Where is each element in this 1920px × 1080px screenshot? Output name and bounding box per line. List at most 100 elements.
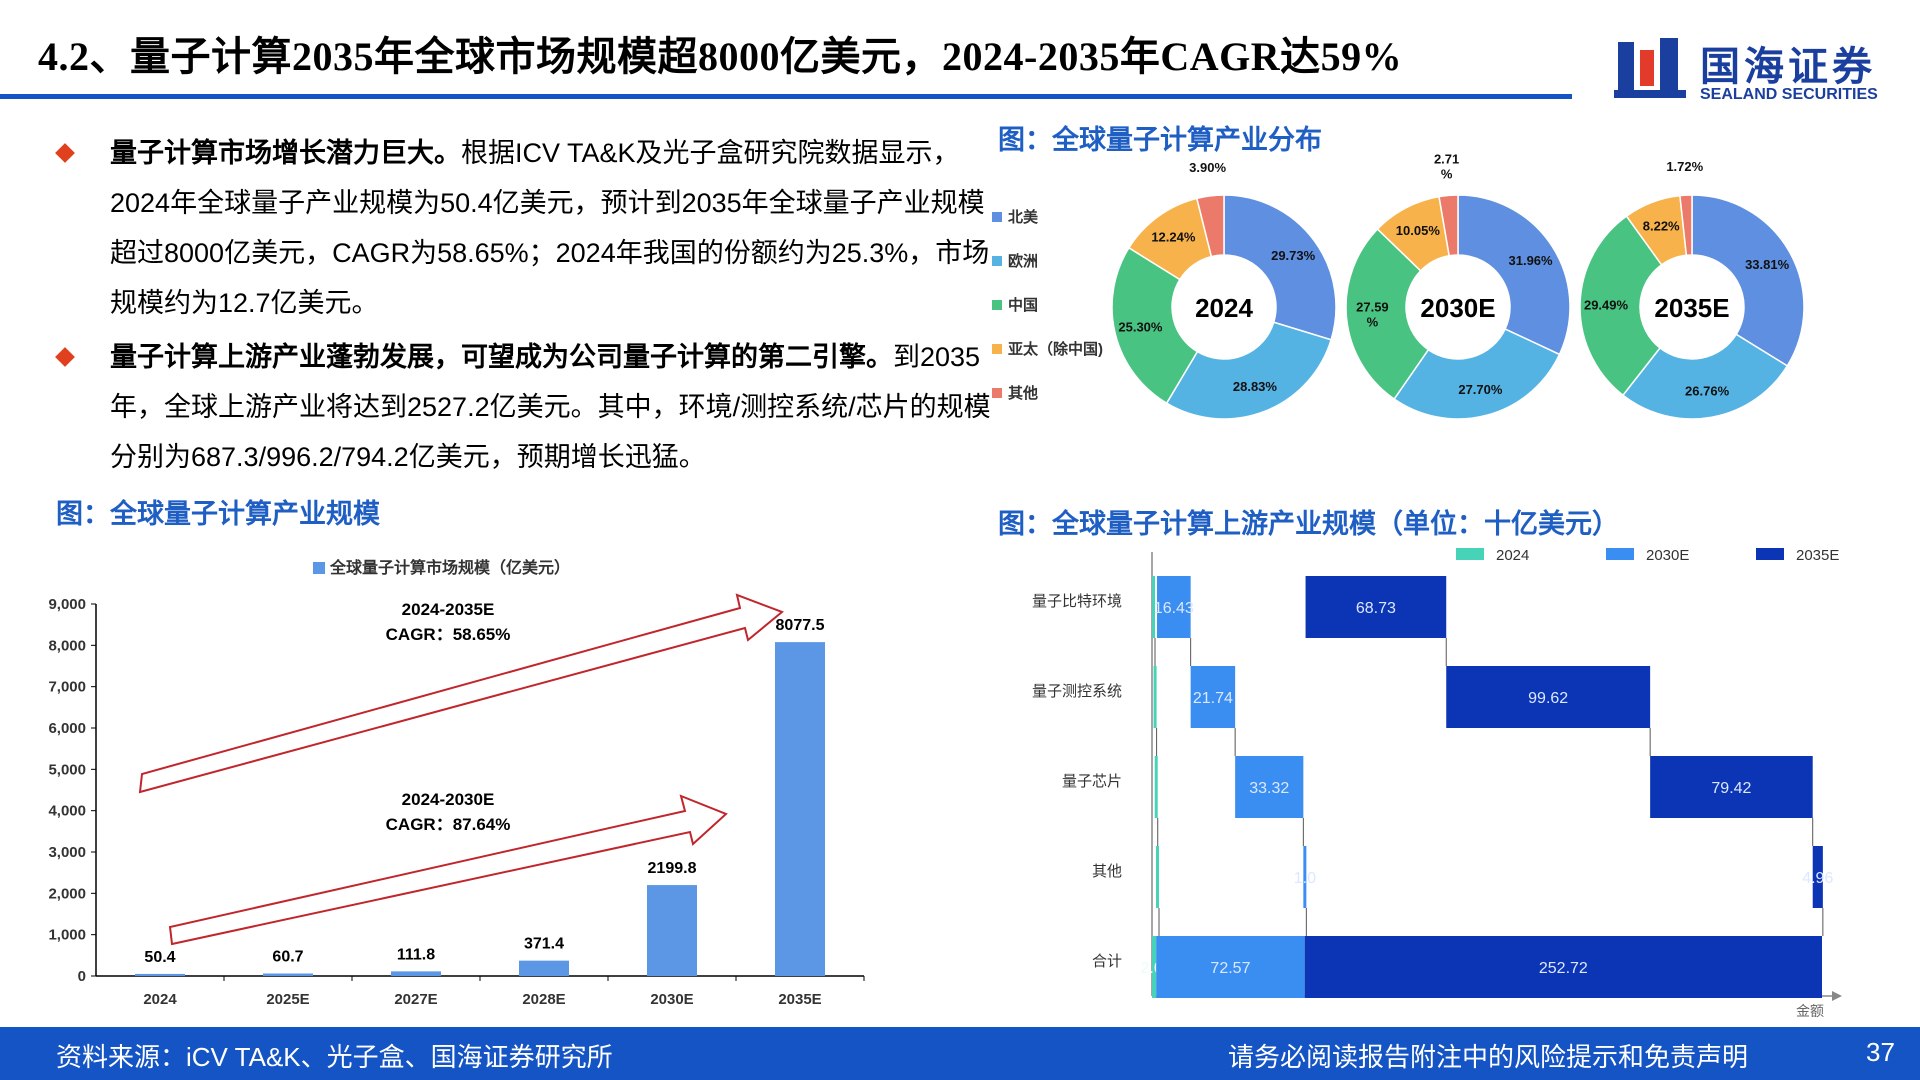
waterfall-bar bbox=[1155, 846, 1159, 908]
donut-slice bbox=[1457, 194, 1571, 356]
bar bbox=[519, 960, 569, 976]
waterfall-x-axis-label: 金额 bbox=[1796, 1003, 1824, 1019]
cagr-range-long: 2024-2035E bbox=[402, 600, 495, 619]
slice-value-label: 26.76% bbox=[1685, 384, 1730, 399]
donut-center-year: 2030E bbox=[1420, 293, 1495, 323]
waterfall-bar bbox=[1157, 576, 1191, 638]
donut-slice bbox=[1679, 194, 1693, 257]
category-label: 量子测控系统 bbox=[1032, 683, 1122, 700]
company-logo: 国海证券 SEALAND SECURITIES bbox=[1612, 32, 1912, 112]
y-tick-label: 2,000 bbox=[48, 885, 86, 902]
waterfall-bar bbox=[1152, 936, 1157, 998]
legend-label: 2024 bbox=[1496, 547, 1529, 564]
bar bbox=[263, 973, 313, 976]
waterfall-legend: 2024 2030E 2035E bbox=[1456, 547, 1839, 564]
diamond-bullet-icon bbox=[55, 143, 75, 163]
bar-value-label: 1.0 bbox=[1294, 870, 1316, 887]
slice-value-label: 29.73% bbox=[1271, 248, 1316, 263]
x-tick-label: 2035E bbox=[778, 991, 821, 1008]
slice-value-label: 27.70% bbox=[1458, 382, 1503, 397]
waterfall-bar bbox=[1154, 756, 1158, 818]
y-tick-label: 9,000 bbox=[48, 596, 86, 613]
donut-slice bbox=[1691, 194, 1805, 367]
slice-value-label: 29.49% bbox=[1584, 297, 1629, 312]
donut-slice bbox=[1393, 328, 1561, 420]
bar-value-label: 4.96 bbox=[1802, 870, 1833, 887]
legend-swatch bbox=[1756, 548, 1784, 560]
x-tick-label: 2028E bbox=[522, 991, 565, 1008]
y-tick-label: 0 bbox=[78, 968, 86, 985]
slice-value-label: 10.05% bbox=[1396, 223, 1441, 238]
bar bbox=[647, 885, 697, 976]
waterfall-bar bbox=[1305, 576, 1447, 638]
bar bbox=[775, 642, 825, 976]
bullet-point-1: 量子计算市场增长潜力巨大。根据ICV TA&K及光子盒研究院数据显示，2024年… bbox=[55, 128, 989, 328]
slice-value-label: 33.81% bbox=[1745, 257, 1790, 272]
waterfall-bar bbox=[1650, 756, 1813, 818]
legend-swatch bbox=[1606, 548, 1634, 560]
y-tick-label: 5,000 bbox=[48, 761, 86, 778]
legend-swatch bbox=[313, 562, 325, 574]
slice-value-label: 28.83% bbox=[1233, 379, 1278, 394]
cagr-value-long: CAGR：58.65% bbox=[386, 625, 511, 644]
bullet-text: 量子计算市场增长潜力巨大。根据ICV TA&K及光子盒研究院数据显示，2024年… bbox=[110, 128, 1010, 328]
y-tick-label: 6,000 bbox=[48, 720, 86, 737]
legend-label: 2035E bbox=[1796, 547, 1839, 564]
bullet-heading: 量子计算上游产业蓬勃发展，可望成为公司量子计算的第二引擎。 bbox=[110, 342, 893, 372]
bar bbox=[135, 973, 185, 976]
waterfall-figure-label: 图：全球量子计算上游产业规模（单位：十亿美元） bbox=[998, 509, 1619, 539]
market-size-bar-chart: 全球量子计算市场规模（亿美元） 0 1,000 2,000 3,000 4,000 5,0… bbox=[48, 558, 865, 1008]
bullet-body: 根据ICV TA&K及光子盒研究院数据显示，2024年全球量子产业规模为50.4… bbox=[110, 138, 990, 318]
legend-label: 欧洲 bbox=[1008, 252, 1038, 270]
bar-value-label: 68.73 bbox=[1356, 600, 1396, 617]
x-tick-label: 2024 bbox=[143, 991, 177, 1008]
slice-value-label: 8.22% bbox=[1643, 219, 1680, 234]
legend-swatch bbox=[992, 344, 1002, 354]
slice-value-label: 3.90% bbox=[1189, 160, 1226, 175]
y-tick-label: 8,000 bbox=[48, 637, 86, 654]
diamond-bullet-icon bbox=[55, 347, 75, 367]
y-tick-label: 7,000 bbox=[48, 679, 86, 696]
x-tick-label: 2030E bbox=[650, 991, 693, 1008]
page-number: 37 bbox=[1866, 1037, 1895, 1067]
donut-slice bbox=[1345, 228, 1430, 401]
x-axis-arrow-icon bbox=[1832, 991, 1842, 1001]
x-tick-label: 2027E bbox=[394, 991, 437, 1008]
title-rule bbox=[0, 94, 1572, 99]
cagr-range-short: 2024-2030E bbox=[402, 790, 495, 809]
donut-slice bbox=[1621, 333, 1789, 420]
slice-value-label: 31.96% bbox=[1509, 253, 1554, 268]
waterfall-bar bbox=[1152, 576, 1155, 638]
waterfall-series: 2.0416.4321.7433.321.072.5768.7399.6279.… bbox=[1141, 576, 1833, 998]
donut-slice bbox=[1165, 321, 1333, 420]
donut-slice bbox=[1223, 194, 1337, 341]
slice-value-label: 1.72% bbox=[1666, 159, 1703, 174]
bar-figure-label: 图：全球量子计算产业规模 bbox=[56, 499, 380, 529]
legend-label: 2030E bbox=[1646, 547, 1689, 564]
bar-value-label: 8077.5 bbox=[776, 617, 825, 634]
legend-swatch bbox=[1456, 548, 1484, 560]
legend-label: 北美 bbox=[1008, 208, 1039, 226]
page-title: 4.2、量子计算2035年全球市场规模超8000亿美元，2024-2035年CA… bbox=[38, 34, 1403, 79]
slice-value-label: 27.59% bbox=[1356, 299, 1389, 329]
slice-value-label: 2.71% bbox=[1434, 151, 1459, 181]
donut-center-year: 2024 bbox=[1195, 293, 1253, 323]
donut-center-year: 2035E bbox=[1654, 293, 1729, 323]
waterfall-bar bbox=[1446, 666, 1651, 728]
donut-slice bbox=[1111, 246, 1199, 405]
bar-value-label: 371.4 bbox=[524, 936, 564, 953]
legend-label: 其他 bbox=[1008, 384, 1038, 402]
footer-source: 资料来源：iCV TA&K、光子盒、国海证券研究所 bbox=[56, 1042, 613, 1072]
waterfall-bar bbox=[1235, 756, 1304, 818]
bar-value-label: 2199.8 bbox=[648, 860, 697, 877]
x-tick-label: 2025E bbox=[266, 991, 309, 1008]
bar-value-label: 60.7 bbox=[272, 948, 303, 965]
category-label: 量子比特环境 bbox=[1032, 592, 1122, 610]
category-label: 其他 bbox=[1092, 863, 1122, 880]
y-tick-label: 4,000 bbox=[48, 803, 86, 820]
bar-series: 50.4 60.7 111.8 371.4 2199.8 8077.5 bbox=[135, 617, 825, 976]
footer-disclaimer: 请务必阅读报告附注中的风险提示和免责声明 bbox=[1228, 1042, 1749, 1072]
bar-value-label: 33.32 bbox=[1249, 780, 1289, 797]
